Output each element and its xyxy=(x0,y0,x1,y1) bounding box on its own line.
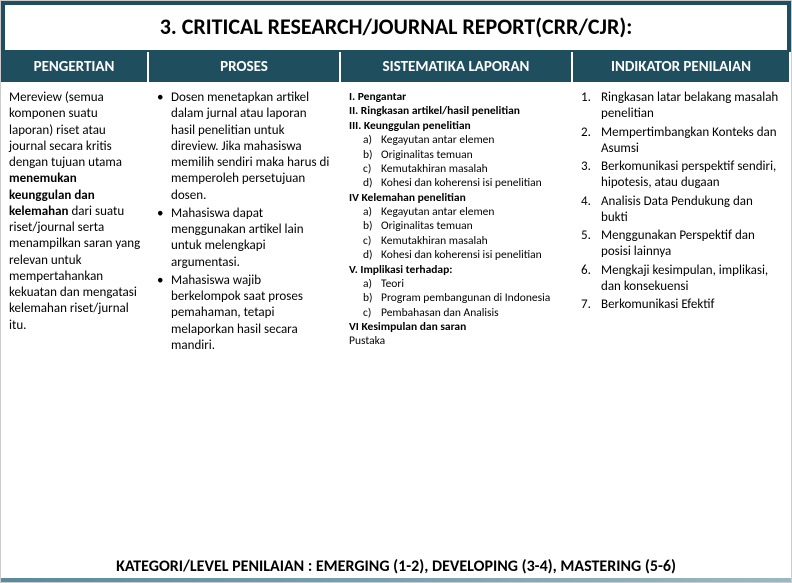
sis-iii-b: b)Originalitas temuan xyxy=(349,148,567,162)
list-item: 3.Berkomunikasi perspektif sendiri, hipo… xyxy=(581,159,781,192)
sis-v: V. Implikasi terhadap: xyxy=(349,263,567,277)
list-item: 1.Ringkasan latar belakang masalah penel… xyxy=(581,90,781,123)
proses-item-1: Mahasiswa dapat menggunakan artikel lain… xyxy=(171,206,333,271)
cell-pengertian: Mereview (semua komponen suatu laporan) … xyxy=(1,84,149,360)
sis-iv-a: a)Kegayutan antar elemen xyxy=(349,205,567,219)
sis-vi: VI Kesimpulan dan saran xyxy=(349,320,567,334)
sis-iv-b: b)Originalitas temuan xyxy=(349,219,567,233)
main-title: 3. CRITICAL RESEARCH/JOURNAL REPORT(CRR/… xyxy=(1,5,791,52)
list-item: 5.Menggunakan Perspektif dan posisi lain… xyxy=(581,228,781,261)
proses-list: •Dosen menetapkan artikel dalam jurnal a… xyxy=(157,90,333,354)
sis-iv-d: d)Kohesi dan koherensi isi penelitian xyxy=(349,248,567,262)
proses-item-0: Dosen menetapkan artikel dalam jurnal at… xyxy=(171,90,333,204)
sis-iii-c: c)Kemutakhiran masalah xyxy=(349,162,567,176)
cell-proses: •Dosen menetapkan artikel dalam jurnal a… xyxy=(149,84,341,360)
list-item: •Mahasiswa dapat menggunakan artikel lai… xyxy=(157,206,333,271)
sis-v-c: c)Pembahasan dan Analisis xyxy=(349,306,567,320)
footer-kategori: KATEGORI/LEVEL PENILAIAN : EMERGING (1-2… xyxy=(1,557,791,576)
list-item: •Mahasiswa wajib berkelompok saat proses… xyxy=(157,273,333,354)
table-body-row: Mereview (semua komponen suatu laporan) … xyxy=(1,84,791,360)
cell-sistematika: I. Pengantar II. Ringkasan artikel/hasil… xyxy=(341,84,573,360)
sis-v-a: a)Teori xyxy=(349,277,567,291)
header-proses: PROSES xyxy=(149,52,341,82)
sis-iii-a: a)Kegayutan antar elemen xyxy=(349,133,567,147)
table-header-row: PENGERTIAN PROSES SISTEMATIKA LAPORAN IN… xyxy=(1,52,791,84)
sis-iv-c: c)Kemutakhiran masalah xyxy=(349,234,567,248)
list-item: 6.Mengkaji kesimpulan, implikasi, dan ko… xyxy=(581,263,781,296)
list-item: 7.Berkomunikasi Efektif xyxy=(581,297,781,313)
list-item: 2.Mempertimbangkan Konteks dan Asumsi xyxy=(581,125,781,158)
bottom-border xyxy=(1,578,791,582)
header-pengertian: PENGERTIAN xyxy=(1,52,149,82)
sis-iii-d: d)Kohesi dan koherensi isi penelitian xyxy=(349,176,567,190)
sis-ii: II. Ringkasan artikel/hasil penelitian xyxy=(349,104,567,118)
indikator-list: 1.Ringkasan latar belakang masalah penel… xyxy=(581,90,781,313)
cell-indikator: 1.Ringkasan latar belakang masalah penel… xyxy=(573,84,789,360)
list-item: 4.Analisis Data Pendukung dan bukti xyxy=(581,194,781,227)
proses-item-2: Mahasiswa wajib berkelompok saat proses … xyxy=(171,273,333,354)
sis-iv: IV Kelemahan penelitian xyxy=(349,191,567,205)
header-sistematika: SISTEMATIKA LAPORAN xyxy=(341,52,573,82)
list-item: •Dosen menetapkan artikel dalam jurnal a… xyxy=(157,90,333,204)
pengertian-post: dari suatu riset/journal serta menampilk… xyxy=(9,204,140,333)
sis-i: I. Pengantar xyxy=(349,90,567,104)
pengertian-pre: Mereview (semua komponen suatu laporan) … xyxy=(9,90,122,170)
header-indikator: INDIKATOR PENILAIAN xyxy=(573,52,789,82)
sis-v-b: b)Program pembangunan di Indonesia xyxy=(349,291,567,305)
sis-pustaka: Pustaka xyxy=(349,334,567,348)
sis-iii: III. Keunggulan penelitian xyxy=(349,119,567,133)
